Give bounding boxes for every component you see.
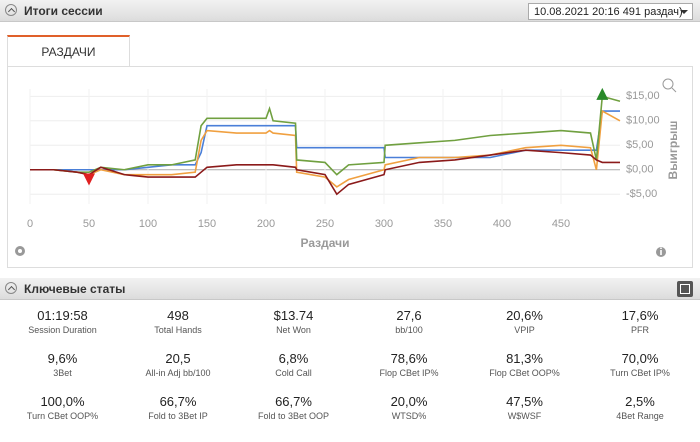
stat-label: Net Won (276, 325, 311, 335)
stat-value: 66,7% (275, 394, 312, 409)
session-header: Итоги сессии 10.08.2021 20:16 491 раздач… (0, 0, 700, 22)
stat: 27,6 bb/100 (352, 308, 467, 335)
event-marker (596, 87, 609, 100)
series-line (30, 149, 620, 196)
x-tick-label: 350 (434, 218, 452, 230)
x-tick-label: 250 (316, 218, 334, 230)
stats-header: Ключевые статы (0, 278, 700, 300)
stat-value: 9,6% (47, 351, 78, 366)
y-tick-label: -$5,00 (626, 188, 657, 200)
x-tick-label: 400 (493, 218, 511, 230)
stat-value: 17,6% (621, 308, 659, 323)
stat-label: WTSD% (391, 411, 427, 421)
stat-label: Total Hands (154, 325, 202, 335)
stat: 47,5% W$WSF (467, 394, 582, 421)
x-tick-label: 450 (552, 218, 570, 230)
section-title: Итоги сессии (24, 4, 103, 18)
info-icon[interactable] (656, 247, 666, 257)
stat-label: Fold to 3Bet OOP (257, 411, 330, 421)
stat-label: Turn CBet OOP% (26, 411, 99, 421)
session-select[interactable]: 10.08.2021 20:16 491 раздач) (528, 3, 693, 20)
stat-value: 47,5% (506, 394, 543, 409)
x-tick-label: 50 (83, 218, 95, 230)
y-tick-label: $15,00 (626, 90, 660, 102)
x-axis-label: Раздачи (301, 236, 350, 250)
settings-icon[interactable] (15, 246, 25, 256)
stat: 9,6% 3Bet (5, 351, 120, 378)
stat-label: 4Bet Range (616, 411, 664, 421)
tab[interactable]: РАЗДАЧИ (7, 35, 130, 67)
event-marker (83, 173, 95, 186)
stat: 66,7% Fold to 3Bet OOP (236, 394, 351, 421)
stat-value: 20,5 (165, 351, 191, 366)
stat-label: Cold Call (275, 368, 312, 378)
stat: $13.74 Net Won (236, 308, 351, 335)
series-line (30, 95, 621, 176)
x-tick-label: 300 (375, 218, 393, 230)
stat: 70,0% Turn CBet IP% (583, 351, 698, 378)
stat-value: 498 (167, 308, 189, 323)
y-tick-label: $5,00 (626, 139, 654, 151)
stat-value: 20,0% (390, 394, 428, 409)
chart-frame (7, 66, 693, 268)
stat-label: Flop CBet IP% (379, 368, 439, 378)
stat-label: Turn CBet IP% (610, 368, 670, 378)
collapse-button[interactable] (5, 282, 17, 294)
y-axis-label: Выигрыш (666, 121, 680, 180)
layout-button[interactable] (677, 281, 693, 297)
stat-value: 100,0% (40, 394, 85, 409)
y-tick-label: $0,00 (626, 164, 654, 176)
stat: 20,5 All-in Adj bb/100 (121, 351, 236, 378)
chart: Раздачи Выигрыш -$5,00 $0,00 $5,00 $10,00 $1… (15, 78, 680, 257)
stat-label: Fold to 3Bet IP (148, 411, 208, 421)
section-title: Ключевые статы (24, 282, 126, 296)
stat: 498 Total Hands (121, 308, 236, 335)
stat-value: 27,6 (396, 308, 422, 323)
zoom-icon[interactable] (662, 78, 677, 93)
stat-label: Flop CBet OOP% (489, 368, 560, 378)
stat-label: VPIP (514, 325, 535, 335)
stat-label: All-in Adj bb/100 (145, 368, 211, 378)
x-tick-label: 0 (27, 218, 33, 230)
stat: 20,6% VPIP (467, 308, 582, 335)
stat: 100,0% Turn CBet OOP% (5, 394, 120, 421)
stat-label: 3Bet (53, 368, 72, 378)
stat-value: $13.74 (273, 308, 314, 323)
stat: 17,6% PFR (583, 308, 698, 335)
stat-value: 2,5% (625, 394, 655, 409)
x-tick-label: 150 (198, 218, 216, 230)
stat: 81,3% Flop CBet OOP% (467, 351, 582, 378)
stat: 2,5% 4Bet Range (583, 394, 698, 421)
x-tick-label: 100 (139, 218, 157, 230)
stat-value: 81,3% (506, 351, 543, 366)
y-tick-label: $10,00 (626, 115, 660, 127)
stat-label: W$WSF (507, 411, 542, 421)
stat-label: Session Duration (28, 325, 97, 335)
stat-value: 6,8% (278, 351, 309, 366)
stat-value: 66,7% (159, 394, 197, 409)
stat: 6,8% Cold Call (236, 351, 351, 378)
stat-value: 01:19:58 (37, 308, 88, 323)
collapse-button[interactable] (5, 4, 17, 16)
x-tick-label: 200 (257, 218, 275, 230)
stat-value: 78,6% (390, 351, 428, 366)
stat: 78,6% Flop CBet IP% (352, 351, 467, 378)
stat-label: PFR (631, 325, 649, 335)
stat: 20,0% WTSD% (352, 394, 467, 421)
stat-value: 20,6% (506, 308, 543, 323)
stat-label: bb/100 (395, 325, 423, 335)
stat-value: 70,0% (621, 351, 659, 366)
stat: 01:19:58 Session Duration (5, 308, 120, 335)
stat: 66,7% Fold to 3Bet IP (121, 394, 236, 421)
